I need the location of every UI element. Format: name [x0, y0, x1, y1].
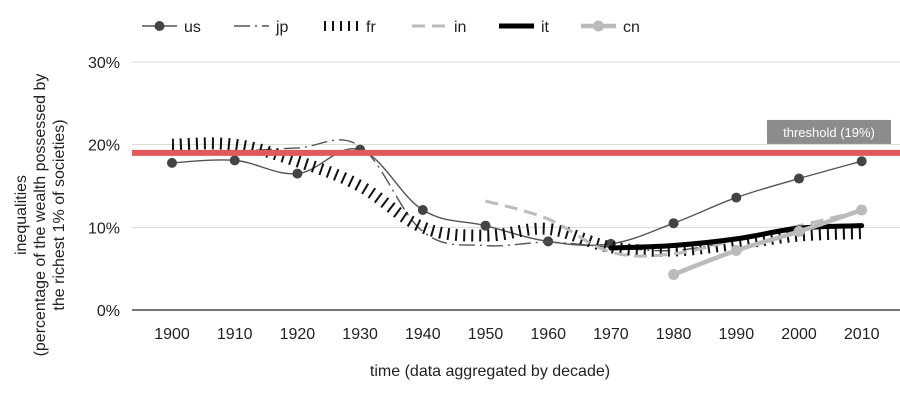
- legend-item-jp: jp: [234, 19, 289, 36]
- series-line-jp: [171, 139, 862, 252]
- y-tick-label: 10%: [88, 220, 120, 237]
- x-tick-label: 1900: [154, 326, 190, 343]
- data-point-us: [417, 204, 428, 215]
- data-point-cn: [793, 225, 805, 237]
- y-axis-ticks: 0% 10% 20% 30%: [88, 55, 120, 320]
- legend-item-in: in: [412, 19, 466, 36]
- legend-item-us: us: [142, 19, 201, 36]
- legend-label-us: us: [184, 19, 201, 36]
- y-axis-title-line-2: (percentage of the wealth possessed by: [32, 74, 49, 357]
- x-tick-label: 1950: [468, 326, 504, 343]
- legend-marker-us: [154, 21, 165, 31]
- x-tick-label: 1990: [719, 326, 755, 343]
- data-point-us: [668, 218, 679, 229]
- x-tick-label: 1980: [656, 326, 692, 343]
- threshold-label-box: [767, 119, 891, 144]
- series-it: [608, 223, 865, 251]
- data-point-us: [480, 220, 491, 231]
- data-point-us: [167, 157, 177, 168]
- x-tick-label: 1920: [280, 326, 316, 343]
- y-tick-label: 20%: [88, 138, 120, 155]
- threshold-layer: threshold (19%): [132, 119, 900, 156]
- y-tick-label: 0%: [97, 303, 120, 320]
- y-axis-title: inequalities (percentage of the wealth p…: [13, 74, 68, 357]
- y-axis-title-line-1: inequalities: [13, 175, 30, 255]
- x-tick-label: 1930: [342, 326, 378, 343]
- legend-item-it: it: [499, 19, 550, 36]
- legend-marker-cn: [593, 20, 604, 32]
- legend-label-cn: cn: [623, 19, 640, 36]
- grid-lines: [132, 61, 900, 311]
- x-tick-label: 1960: [530, 326, 566, 343]
- x-tick-label: 1970: [593, 326, 629, 343]
- legend-item-cn: cn: [581, 19, 640, 36]
- threshold-label: threshold (19%): [783, 125, 875, 140]
- legend-label-jp: jp: [275, 19, 289, 36]
- data-point-us: [229, 155, 240, 166]
- data-point-cn: [730, 244, 742, 256]
- y-tick-label: 30%: [88, 55, 120, 72]
- data-point-cn: [668, 268, 680, 280]
- legend-label-it: it: [541, 19, 550, 36]
- x-tick-label: 1940: [405, 326, 441, 343]
- series-cn: [668, 204, 868, 280]
- legend-label-fr: fr: [366, 19, 376, 36]
- data-point-cn: [856, 204, 868, 216]
- legend: us jp fr in it cn: [142, 19, 640, 36]
- data-point-us: [856, 156, 867, 167]
- data-point-us: [731, 192, 742, 203]
- series-line-it: [608, 223, 865, 251]
- x-tick-label: 2010: [844, 326, 880, 343]
- x-axis-ticks: 1900 1910 1920 1930 1940 1950 1960 1970 1980 1990…: [154, 326, 879, 343]
- series-line-us: [171, 147, 862, 247]
- data-point-us: [292, 168, 303, 179]
- legend-item-fr: fr: [324, 19, 376, 36]
- series-line-cn: [672, 207, 863, 277]
- x-tick-label: 1910: [217, 326, 253, 343]
- x-tick-label: 2000: [781, 326, 817, 343]
- y-axis-title-line-3: the richest 1% of societies): [51, 119, 68, 310]
- series-layer: [167, 137, 868, 280]
- series-jp: [171, 139, 862, 252]
- data-point-us: [794, 173, 804, 184]
- data-point-us: [543, 236, 554, 247]
- x-axis-title: time (data aggregated by decade): [370, 363, 610, 380]
- legend-label-in: in: [454, 19, 466, 36]
